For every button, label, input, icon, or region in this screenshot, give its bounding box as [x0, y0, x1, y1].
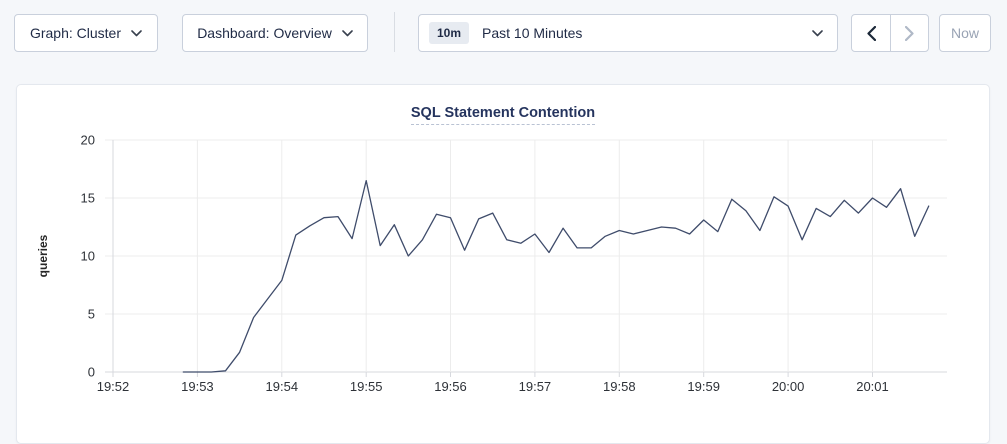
x-tick-label: 19:54: [266, 379, 299, 394]
contention-line: [182, 179, 930, 373]
previous-range-button[interactable]: [852, 15, 890, 51]
y-axis-label: queries: [36, 234, 50, 277]
time-range-step-group: [851, 14, 929, 52]
x-tick-label: 19:52: [97, 379, 130, 394]
x-tick-label: 19:55: [350, 379, 383, 394]
x-tick-label: 19:53: [181, 379, 214, 394]
next-range-button[interactable]: [890, 15, 928, 51]
now-button-label: Now: [950, 25, 979, 41]
time-range-selector[interactable]: 10m Past 10 Minutes: [418, 14, 838, 52]
dashboard-dropdown-label: Dashboard: Overview: [197, 25, 332, 41]
x-tick-label: 20:01: [856, 379, 889, 394]
graph-dropdown-label: Graph: Cluster: [29, 25, 122, 41]
y-tick-label: 5: [88, 307, 95, 322]
dashboard-dropdown[interactable]: Dashboard: Overview: [182, 14, 368, 52]
chevron-right-icon: [905, 25, 914, 41]
x-tick-label: 19:59: [687, 379, 720, 394]
chevron-down-icon: [342, 29, 353, 36]
x-tick-label: 20:00: [772, 379, 805, 394]
chart-card: SQL Statement Contention 0 5 10 15 20 19:52 19…: [16, 84, 990, 444]
time-range-label: Past 10 Minutes: [482, 25, 583, 41]
graph-dropdown[interactable]: Graph: Cluster: [14, 14, 158, 52]
contention-chart[interactable]: 0 5 10 15 20 19:52 19:53 19:54 19:55 19:56 19:57 19…: [17, 85, 991, 433]
y-tick-label: 10: [81, 249, 95, 264]
time-range-badge: 10m: [429, 22, 470, 44]
x-tick-label: 19:57: [519, 379, 552, 394]
chevron-left-icon: [866, 25, 876, 41]
y-tick-label: 15: [81, 191, 95, 206]
y-tick-label: 20: [81, 133, 95, 148]
chevron-down-icon: [812, 29, 823, 36]
topbar-divider: [394, 12, 395, 52]
chart-title[interactable]: SQL Statement Contention: [410, 105, 596, 125]
x-tick-label: 19:58: [603, 379, 636, 394]
x-tick-label: 19:56: [434, 379, 467, 394]
chevron-down-icon: [131, 29, 142, 36]
y-tick-label: 0: [88, 365, 95, 380]
now-button[interactable]: Now: [939, 14, 991, 52]
chart-title-row: SQL Statement Contention: [17, 104, 989, 125]
